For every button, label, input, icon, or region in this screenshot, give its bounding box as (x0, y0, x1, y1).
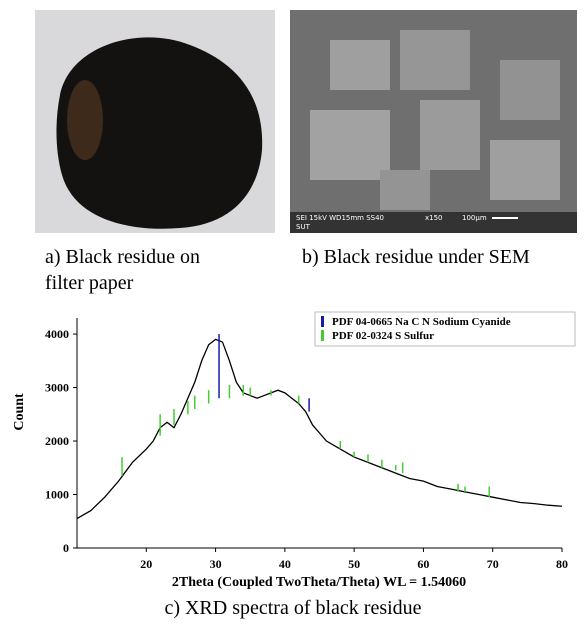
legend-swatch (321, 316, 324, 327)
reflection (67, 80, 103, 160)
x-tick-label: 50 (348, 557, 360, 571)
sem-info: SEI 15kV WD15mm SS40 (296, 214, 384, 222)
y-axis-label: Count (12, 393, 27, 431)
x-tick-label: 20 (140, 557, 152, 571)
y-tick-label: 1000 (45, 488, 69, 502)
sem-scale: 100μm (462, 214, 487, 222)
caption: a) Black residue on (45, 246, 200, 268)
legend-label: PDF 02-0324 S Sulfur (332, 330, 434, 342)
x-tick-label: 70 (487, 557, 499, 571)
y-tick-label: 3000 (45, 381, 69, 395)
y-tick-label: 4000 (45, 327, 69, 341)
caption: b) Black residue under SEM (302, 246, 530, 268)
caption: c) XRD spectra of black residue (164, 597, 421, 619)
sem-mag: x150 (425, 214, 443, 222)
legend-swatch (321, 330, 324, 341)
x-tick-label: 60 (417, 557, 429, 571)
x-tick-label: 40 (279, 557, 291, 571)
y-tick-label: 0 (63, 541, 69, 555)
figure: SEI 15kV WD15mm SS40 x150 100μm SUT a) B… (0, 0, 587, 626)
x-tick-label: 30 (210, 557, 222, 571)
sem-org: SUT (296, 223, 311, 231)
x-axis-label: 2Theta (Coupled TwoTheta/Theta) WL = 1.5… (172, 575, 466, 590)
legend-label: PDF 04-0665 Na C N Sodium Cyanide (332, 316, 511, 328)
caption: filter paper (45, 272, 134, 294)
x-tick-label: 80 (556, 557, 568, 571)
y-tick-label: 2000 (45, 434, 69, 448)
